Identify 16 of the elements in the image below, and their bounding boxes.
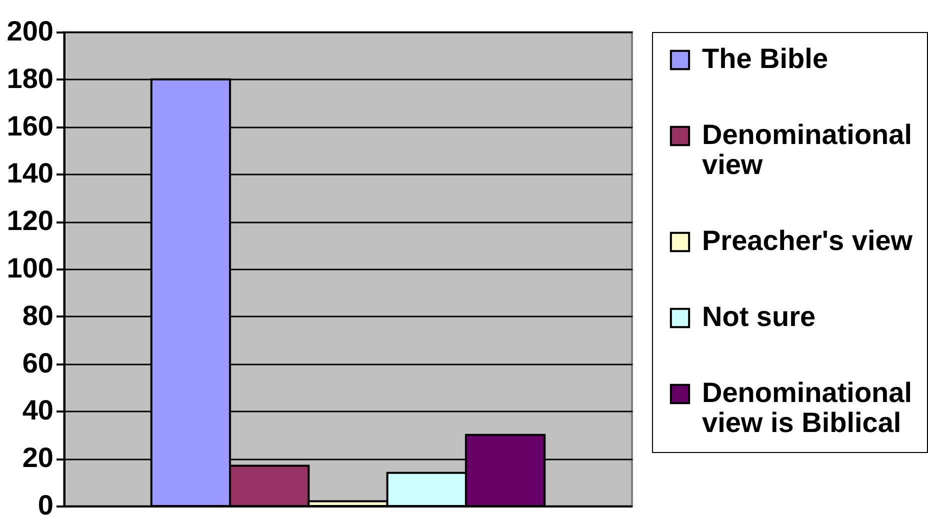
y-tick-label: 100 [6,252,54,284]
legend-label: Not sure [702,301,816,332]
y-tick-label: 0 [38,490,54,520]
y-tick-label: 60 [22,347,54,378]
legend-label: Preacher's view [702,225,913,256]
legend-label: The Bible [702,43,828,74]
y-tick-label: 180 [6,62,54,94]
y-tick-label: 160 [6,110,54,142]
y-tick-label: 120 [6,205,54,236]
y-tick-label: 20 [22,442,54,474]
legend-label: Denominational view [702,119,912,180]
y-tick-label: 80 [22,300,54,331]
legend-label: Denominational view is Biblical [702,377,912,438]
y-tick-label: 40 [22,394,54,426]
y-tick-label: 200 [6,16,54,46]
y-tick-label: 140 [6,158,54,189]
